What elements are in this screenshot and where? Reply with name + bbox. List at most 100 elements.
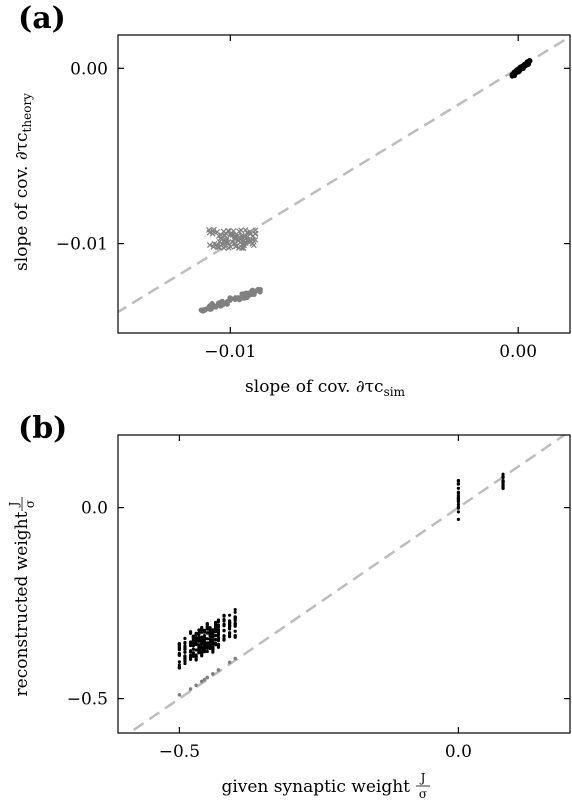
panel-a-label: (a) [18, 1, 66, 36]
panel-a-series1-point [242, 233, 249, 240]
panel-a-series2-point [232, 296, 238, 302]
panel-b-black-point [177, 642, 181, 646]
panel-b-gray-point [233, 656, 237, 661]
panel-b-black-point [456, 517, 460, 521]
panel-b-black-point [177, 651, 181, 656]
panel-b-black-point [456, 478, 460, 483]
panel-b-black-point [200, 654, 204, 658]
panel-b-black-point [233, 635, 237, 639]
panel-a-x-tick-label: 0.00 [499, 342, 537, 362]
panel-a-x-tick-label: −0.01 [204, 342, 256, 362]
panel-b-black-point [456, 510, 460, 514]
panel-a-series1-point [222, 243, 229, 250]
panel-b-black-point [202, 642, 207, 646]
panel-b-black-point [214, 622, 218, 626]
panel-b-black-point [205, 637, 209, 641]
panel-b-black-point [222, 618, 226, 622]
panel-b-black-point [211, 633, 215, 637]
panel-b-black-point [183, 661, 187, 666]
panel-a-series1-point [227, 243, 234, 250]
panel-b-black-point [222, 622, 226, 627]
panel-b-black-point [214, 637, 218, 641]
panel-b-black-point [205, 621, 209, 626]
panel-b-black-point [222, 637, 226, 641]
panel-b-black-point [214, 633, 218, 638]
panel-b-gray-point [194, 683, 198, 688]
panel-b-black-point [202, 628, 207, 632]
panel-b-black-point [501, 475, 505, 480]
panel-b-black-point [183, 657, 187, 661]
panel-b-y-tick-label: −0.5 [67, 690, 108, 710]
panel-a-series1-point [206, 242, 213, 248]
panel-b-black-point [202, 650, 207, 654]
panel-b-black-point [205, 625, 209, 629]
panel-b-gray-point [199, 679, 204, 684]
panel-b-black-point [222, 634, 226, 638]
panel-b-black-point [205, 631, 209, 635]
panel-b-black-point [194, 631, 198, 635]
panel-b-black-point [233, 610, 237, 614]
panel-b-gray-point [202, 677, 207, 682]
panel-b-black-point [456, 500, 460, 504]
panel-b-black-point [233, 624, 237, 628]
panel-b-black-point [456, 486, 460, 490]
panel-a-series2-point [249, 291, 255, 298]
panel-b-black-point [211, 645, 215, 649]
panel-a-series1-point [239, 244, 245, 251]
panel-b-black-point [205, 644, 209, 648]
panel-a-data-layer [118, 35, 570, 314]
panel-b-black-point [456, 495, 460, 500]
panel-a-series1-point [245, 238, 252, 245]
panel-a-series2-point [241, 294, 247, 300]
panel-a-y-axis-title: slope of cov. ∂τctheory [12, 93, 34, 271]
panel-b-black-point [177, 645, 181, 649]
panel-b-black-point [208, 629, 212, 634]
panel-b-black-point [200, 638, 204, 642]
panel-b-black-point [456, 491, 460, 495]
panel-a-ylabel-sub: theory [20, 93, 34, 133]
panel-b-black-point [233, 618, 237, 623]
panel-b-black-point [177, 660, 181, 664]
panel-b-black-point [191, 647, 195, 651]
panel-b-x-axis-title: given synaptic weight J σ [221, 771, 430, 800]
panel-a-x-axis-title: slope of cov. ∂τcsim [245, 377, 406, 399]
panel-b-black-point [216, 628, 221, 632]
panel-b-xlabel-text: given synaptic weight [221, 777, 410, 797]
panel-b-black-point [183, 650, 187, 654]
panel-b-black-point [194, 648, 198, 652]
panel-b: (b) −0.5 0.0 −0.5 0.0 given synaptic weight… [7, 411, 571, 800]
panel-b-black-point [501, 479, 505, 483]
panel-b-black-point [214, 625, 218, 629]
panel-a-series1-point [216, 239, 223, 245]
panel-b-x-tick-label: 0.0 [445, 742, 472, 762]
panel-b-black-point [216, 642, 221, 647]
panel-b-black-point [216, 623, 221, 627]
panel-b-black-point [214, 642, 218, 646]
panel-b-black-point [208, 626, 212, 630]
panel-b-ylabel-frac-num: J [7, 501, 21, 508]
panel-b-black-point [233, 621, 237, 625]
panel-b-black-point [211, 648, 215, 653]
panel-a-plot-area: −0.01 0.00 −0.01 0.00 [56, 34, 571, 362]
panel-a-series0-point [514, 67, 520, 73]
panel-a-frame [117, 34, 571, 334]
panel-b-identity-line [126, 435, 567, 733]
panel-b-black-point [456, 482, 460, 486]
panel-b-xlabel-frac-den: σ [419, 787, 427, 800]
panel-b-plot-area: −0.5 0.0 −0.5 0.0 [67, 434, 571, 762]
panel-b-gray-point [227, 660, 232, 665]
panel-b-x-tick-label: −0.5 [159, 742, 200, 762]
panel-b-black-point [188, 630, 193, 635]
panel-b-black-point [200, 642, 204, 647]
panel-b-black-point [501, 482, 505, 486]
panel-a-series1-point [223, 230, 229, 237]
panel-b-black-point [501, 472, 505, 476]
panel-a-series1-point [210, 243, 217, 250]
panel-a-identity-line [118, 35, 570, 314]
panel-b-black-point [228, 635, 232, 639]
panel-b-gray-point [216, 668, 221, 672]
panel-b-black-point [197, 649, 201, 653]
panel-b-black-point [233, 607, 237, 612]
panel-b-black-point [216, 625, 221, 629]
